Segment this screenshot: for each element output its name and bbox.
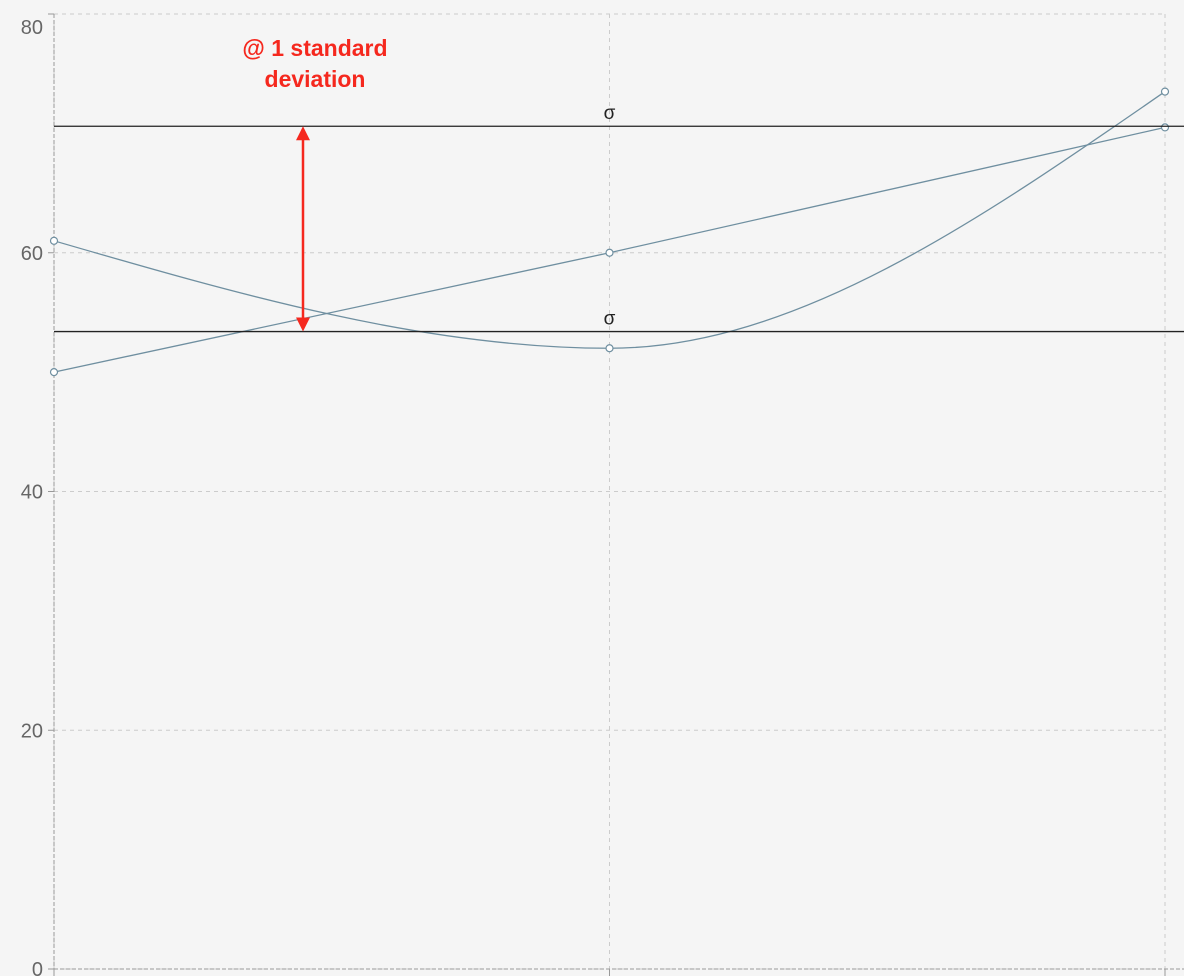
data-point	[1160, 123, 1170, 132]
y-tick-label: 80	[21, 17, 43, 39]
annotation-text: deviation	[265, 66, 366, 92]
mark-line-label: σ	[604, 309, 616, 330]
data-point	[49, 236, 59, 245]
arrow-head-up-icon	[296, 126, 310, 141]
data-point	[49, 368, 59, 377]
annotation-text: @ 1 standard	[242, 35, 387, 61]
mark-line-label: σ	[604, 103, 616, 124]
data-point	[605, 344, 614, 353]
y-tick-label: 40	[21, 482, 43, 504]
arrow-head-down-icon	[296, 317, 310, 332]
y-tick-label: 0	[32, 959, 43, 976]
y-tick-label: 60	[21, 243, 43, 265]
data-point	[605, 248, 614, 257]
y-tick-label: 20	[21, 720, 43, 742]
data-point	[1160, 87, 1170, 96]
